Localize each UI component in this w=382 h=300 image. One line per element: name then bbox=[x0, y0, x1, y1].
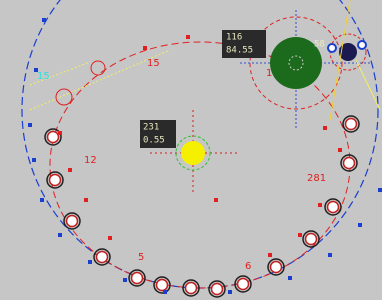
center-label-1: 231 bbox=[143, 123, 159, 133]
viewport: 116 84.55 231 0.55 15 15 12 281 1 5 6 58 bbox=[0, 0, 382, 300]
red-dot bbox=[268, 253, 272, 257]
label: 281 bbox=[307, 173, 326, 184]
ring-inner bbox=[346, 119, 357, 130]
ring-inner bbox=[97, 252, 108, 263]
ring-inner bbox=[132, 273, 143, 284]
top-label-2: 84.55 bbox=[226, 46, 253, 56]
blue-dot bbox=[163, 290, 167, 294]
blue-dot bbox=[288, 276, 292, 280]
ring-inner bbox=[212, 284, 223, 295]
label: 5 bbox=[138, 252, 144, 263]
blue-dot bbox=[123, 278, 127, 282]
blue-dot bbox=[88, 260, 92, 264]
red-dot bbox=[108, 236, 112, 240]
label: 1 bbox=[266, 68, 272, 79]
center-label-2: 0.55 bbox=[143, 136, 165, 146]
red-dot bbox=[318, 203, 322, 207]
blue-dot bbox=[358, 223, 362, 227]
blue-dot bbox=[378, 188, 382, 192]
ghost-ring bbox=[91, 61, 105, 75]
blue-dot bbox=[228, 290, 232, 294]
blue-dot bbox=[42, 18, 46, 22]
blue-dot bbox=[40, 198, 44, 202]
red-dot bbox=[323, 126, 327, 130]
ghost-ring bbox=[56, 89, 72, 105]
label: 58 bbox=[314, 40, 325, 50]
marker bbox=[328, 44, 336, 52]
blue-dot bbox=[328, 253, 332, 257]
ring-inner bbox=[271, 262, 282, 273]
ring-inner bbox=[67, 216, 78, 227]
red-dot bbox=[68, 168, 72, 172]
red-dot bbox=[84, 198, 88, 202]
red-dot bbox=[338, 148, 342, 152]
blue-dot bbox=[58, 233, 62, 237]
ring-inner bbox=[157, 280, 168, 291]
ring-inner bbox=[306, 234, 317, 245]
ring-markers bbox=[28, 18, 382, 297]
ring-inner bbox=[50, 175, 61, 186]
red-dot bbox=[58, 131, 62, 135]
page: 116 84.55 231 0.55 15 15 12 281 1 5 6 58… bbox=[0, 0, 382, 300]
blue-dot bbox=[28, 123, 32, 127]
ring-inner bbox=[344, 158, 355, 169]
sun bbox=[181, 141, 205, 165]
marker bbox=[358, 41, 366, 49]
red-dot bbox=[298, 233, 302, 237]
label: 6 bbox=[245, 261, 251, 272]
label: 15 bbox=[147, 58, 160, 69]
red-dot bbox=[214, 198, 218, 202]
ring-inner bbox=[328, 202, 339, 213]
ring-inner bbox=[186, 283, 197, 294]
label: 12 bbox=[84, 155, 97, 166]
blue-dot bbox=[32, 158, 36, 162]
ring-inner bbox=[48, 132, 59, 143]
red-dot bbox=[186, 35, 190, 39]
top-label-1: 116 bbox=[226, 33, 242, 43]
label: 15 bbox=[37, 71, 50, 82]
ring-inner bbox=[238, 279, 249, 290]
scene bbox=[22, 0, 380, 288]
red-dot bbox=[143, 46, 147, 50]
